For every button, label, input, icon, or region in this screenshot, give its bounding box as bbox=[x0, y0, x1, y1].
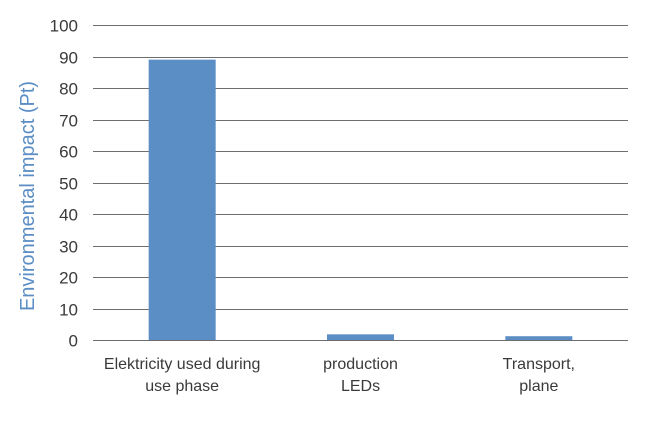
bar bbox=[505, 336, 573, 340]
x-category-label: production LEDs bbox=[323, 356, 398, 395]
bar bbox=[327, 334, 394, 340]
x-category-label: Elektricity used during use phase bbox=[104, 356, 261, 395]
y-tick-label: 50 bbox=[59, 175, 78, 194]
x-category-label-line: use phase bbox=[145, 378, 219, 395]
y-tick-label: 30 bbox=[59, 238, 78, 257]
y-tick-label: 10 bbox=[59, 301, 78, 320]
x-category-label-line: plane bbox=[519, 378, 558, 395]
y-tick-label: 40 bbox=[59, 206, 78, 225]
x-category-label-line: production bbox=[323, 356, 398, 373]
bar bbox=[148, 59, 216, 341]
y-axis-ticks: 0 10 20 30 40 50 60 70 80 90 100 bbox=[50, 17, 78, 351]
y-tick-label: 70 bbox=[59, 112, 78, 131]
y-axis-title: Environmental impact (Pt) bbox=[17, 81, 39, 311]
y-tick-label: 20 bbox=[59, 269, 78, 288]
bars bbox=[148, 59, 573, 341]
x-category-label-line: Elektricity used during bbox=[104, 356, 261, 373]
x-category-label: Transport, plane bbox=[503, 356, 575, 395]
x-axis-labels: Elektricity used during use phase producti… bbox=[104, 356, 575, 395]
y-tick-label: 100 bbox=[50, 17, 78, 36]
x-category-label-line: LEDs bbox=[341, 378, 380, 395]
y-tick-label: 80 bbox=[59, 80, 78, 99]
y-tick-label: 90 bbox=[59, 49, 78, 68]
y-tick-label: 60 bbox=[59, 143, 78, 162]
y-tick-label: 0 bbox=[69, 332, 78, 351]
x-category-label-line: Transport, bbox=[503, 356, 575, 373]
